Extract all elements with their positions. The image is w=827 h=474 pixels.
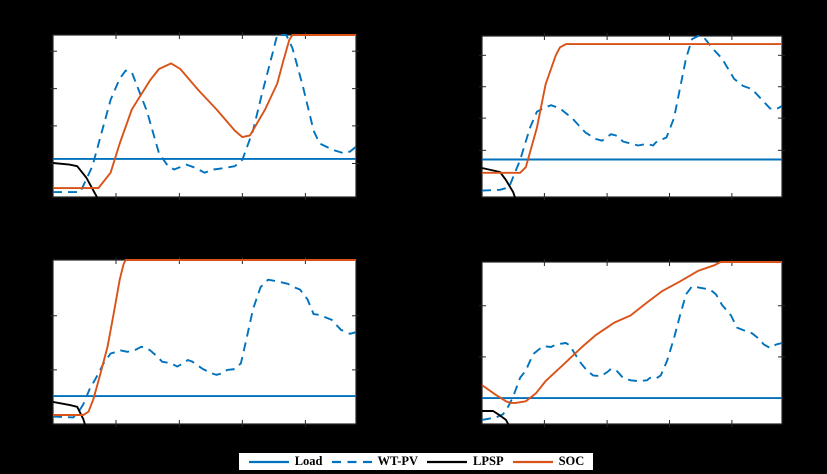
subplot-top-left-plot [50, 32, 359, 200]
subplot-top-left [48, 30, 361, 202]
legend-label-wtpv: WT-PV [377, 454, 419, 469]
subplot-bottom-right [477, 257, 787, 429]
legend-label-soc: SOC [558, 454, 585, 469]
legend-item-soc: SOC [512, 454, 585, 469]
load-line-sample-icon [248, 460, 289, 463]
legend-item-lpsp: LPSP [426, 455, 504, 468]
subplot-bottom-right-plot [479, 259, 785, 427]
lpsp-line-sample-icon [427, 460, 468, 463]
legend-item-load: Load [248, 455, 323, 468]
subplot-top-right-plot [479, 33, 785, 200]
legend-label-lpsp: LPSP [473, 454, 504, 469]
soc-line-sample-icon [512, 460, 553, 463]
subplot-bottom-left [48, 255, 361, 429]
legend-label-load: Load [294, 454, 323, 469]
subplot-top-right [477, 31, 787, 202]
wtpv-dashed-line-sample-icon [331, 460, 372, 463]
legend-box: Load WT-PV LPSP SOC [238, 452, 594, 471]
legend-item-wtpv: WT-PV [331, 454, 419, 469]
subplot-bottom-left-plot [50, 257, 359, 427]
